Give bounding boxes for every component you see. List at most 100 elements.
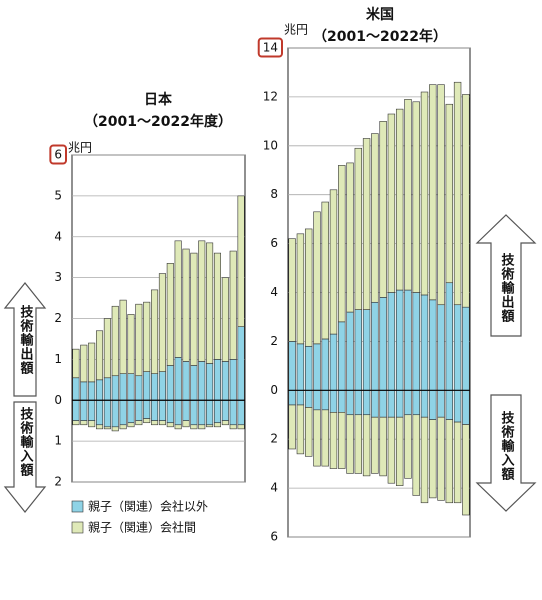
import-bar (166, 399, 174, 424)
import-bar (371, 416, 379, 474)
export-bar (387, 113, 396, 293)
export-bar (346, 162, 354, 313)
export-bar (111, 375, 119, 401)
y-tick-label: 4 (270, 285, 278, 299)
import-bar (221, 399, 229, 421)
export-label: 技術輸出額 (499, 252, 516, 323)
import-bar (395, 389, 404, 418)
export-bar (379, 297, 387, 391)
export-bar (313, 343, 321, 391)
arrows (3, 214, 537, 513)
import-bar (229, 399, 237, 426)
export-bar (127, 373, 135, 401)
export-bar (229, 359, 237, 401)
import-bar (182, 420, 190, 428)
export-bar (288, 238, 296, 342)
export-bar (354, 147, 363, 310)
import-bar (462, 424, 470, 516)
export-bar (135, 375, 143, 401)
import-bar (321, 409, 329, 467)
import-bar (135, 399, 143, 421)
import-bar (80, 399, 88, 421)
export-bar (387, 292, 396, 391)
import-bar (229, 424, 237, 430)
export-bar (88, 342, 96, 383)
export-bar (445, 282, 454, 391)
y-tick-label: 1 (54, 352, 62, 366)
y-tick-label: 6 (270, 236, 278, 250)
chart-subtitle: （2001～2022年度） (84, 113, 232, 130)
import-bar (237, 424, 245, 430)
legend-swatch (71, 521, 84, 534)
export-bar (437, 304, 445, 391)
chart-title: 米国 (366, 6, 394, 23)
export-bar (296, 233, 305, 345)
import-bar (80, 420, 88, 426)
import-bar (95, 424, 104, 430)
import-bar (462, 389, 470, 425)
export-bar (151, 289, 159, 374)
export-bar (190, 252, 198, 366)
import-bar (321, 389, 329, 411)
export-bar (404, 99, 412, 291)
export-bar (158, 371, 166, 401)
export-bar (95, 379, 104, 401)
import-bar (237, 399, 245, 426)
import-bar (429, 389, 437, 420)
export-bar (229, 250, 237, 360)
export-bar (288, 341, 296, 391)
import-label: 技術輸入額 (18, 406, 35, 477)
import-bar (213, 399, 222, 424)
export-bar (338, 165, 346, 323)
export-bar (103, 318, 111, 379)
import-bar (198, 424, 206, 430)
import-bar (111, 426, 119, 432)
import-bar (127, 399, 135, 424)
import-bar (151, 420, 159, 426)
import-bar (288, 404, 296, 450)
unit-label: 兆円 (68, 141, 92, 155)
export-bar (206, 242, 214, 364)
export-bar (404, 289, 412, 391)
import-bar (379, 389, 387, 418)
import-bar (72, 420, 80, 426)
export-bar (151, 373, 159, 401)
import-bar (313, 409, 321, 467)
chart-subtitle: （2001～2022年） (313, 28, 447, 45)
export-bar (206, 363, 214, 401)
import-bar (453, 389, 462, 423)
import-bar (437, 416, 445, 501)
y-tick-label: 5 (54, 188, 62, 202)
import-bar (119, 424, 127, 430)
import-bar (213, 422, 222, 428)
export-bar (213, 359, 222, 401)
export-bar (304, 345, 313, 391)
y-tick-label: 0 (270, 383, 278, 397)
export-bar (143, 301, 151, 372)
import-bar (329, 412, 338, 469)
export-bar (174, 240, 182, 358)
export-bar (190, 365, 198, 401)
export-bar (346, 311, 354, 391)
export-bar (135, 303, 143, 377)
export-bar (329, 333, 338, 391)
import-bar (296, 404, 305, 455)
legend-swatch (71, 500, 84, 513)
import-bar (445, 389, 454, 420)
export-bar (296, 343, 305, 391)
import-bar (346, 414, 354, 474)
export-bar (329, 189, 338, 335)
import-label: 技術輸入額 (499, 410, 516, 481)
y-tick-label: 2 (270, 432, 278, 446)
export-bar (321, 338, 329, 391)
import-bar (143, 399, 151, 419)
import-bar (103, 426, 111, 430)
export-bar (321, 201, 329, 340)
export-bar (313, 211, 321, 345)
export-bar (103, 377, 111, 401)
export-bar (304, 228, 313, 347)
import-bar (190, 424, 198, 430)
export-bar (174, 357, 182, 401)
import-bar (354, 414, 363, 474)
export-bar (111, 305, 119, 377)
